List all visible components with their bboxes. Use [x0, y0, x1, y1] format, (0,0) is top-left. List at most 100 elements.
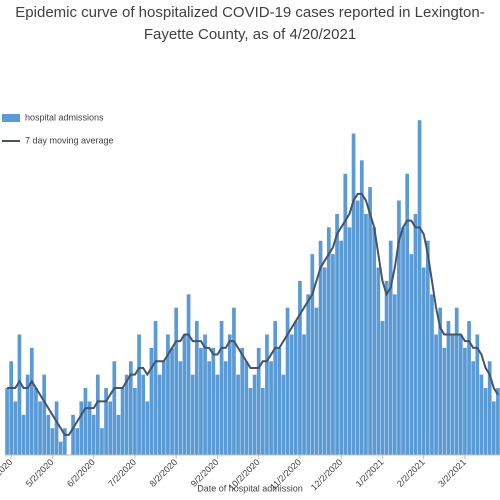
bar — [223, 361, 228, 455]
bar — [199, 347, 203, 455]
bar — [335, 213, 339, 455]
bar — [95, 374, 100, 455]
bar — [42, 374, 47, 455]
bar — [211, 347, 216, 455]
x-tick-label: 12/2/2020 — [309, 457, 344, 492]
bar — [157, 374, 162, 455]
bar — [215, 374, 220, 455]
bar — [446, 321, 451, 455]
bar — [46, 414, 51, 455]
bar — [442, 347, 447, 455]
bar — [145, 401, 150, 455]
bar — [91, 414, 96, 455]
bar — [458, 334, 463, 455]
bar — [166, 334, 170, 455]
bar — [450, 334, 455, 455]
bar — [182, 334, 187, 455]
bar — [467, 321, 471, 455]
bar — [174, 307, 179, 455]
bar — [273, 321, 278, 455]
bar — [219, 321, 224, 455]
bar — [483, 388, 488, 455]
bar — [227, 334, 232, 455]
bar — [236, 374, 240, 455]
bar — [75, 428, 80, 455]
bar — [232, 307, 236, 455]
x-tick-label: 7/2/2020 — [106, 457, 138, 489]
bar — [25, 374, 30, 455]
bar — [281, 374, 286, 455]
bar — [54, 401, 59, 455]
bar — [368, 187, 372, 455]
bar — [306, 294, 311, 455]
bar — [380, 321, 385, 455]
bar — [190, 374, 195, 455]
bar — [170, 347, 174, 455]
bar — [269, 361, 273, 455]
bar — [425, 240, 430, 455]
bar — [240, 347, 245, 455]
bar — [29, 347, 34, 455]
bar — [153, 321, 158, 455]
bar — [116, 414, 121, 455]
bar — [141, 374, 146, 455]
bar — [207, 361, 212, 455]
bar — [277, 347, 282, 455]
bar — [339, 240, 344, 455]
bar — [293, 321, 298, 455]
bar — [409, 254, 414, 455]
bar — [149, 347, 154, 455]
bar — [487, 361, 492, 455]
bar — [331, 254, 335, 455]
bar — [128, 361, 133, 455]
x-axis-title: Date of hospital admission — [197, 483, 303, 493]
bar — [343, 173, 348, 455]
bar — [17, 334, 22, 455]
bar — [289, 334, 294, 455]
bar — [302, 334, 306, 455]
bar — [285, 307, 290, 455]
bar — [252, 374, 257, 455]
bar — [248, 388, 253, 455]
bar — [298, 280, 302, 455]
bar — [112, 361, 117, 455]
bar — [326, 227, 331, 455]
bar — [5, 388, 9, 455]
bar — [133, 388, 137, 455]
bar — [256, 347, 261, 455]
bar — [401, 227, 405, 455]
legend-label: hospital admissions — [25, 112, 104, 122]
bar — [38, 401, 42, 455]
x-tick-label: 4/2/2020 — [0, 457, 14, 489]
bar — [21, 414, 26, 455]
bar — [178, 361, 183, 455]
bar — [194, 321, 199, 455]
bar — [372, 227, 377, 455]
bar — [318, 240, 323, 455]
bar — [388, 240, 393, 455]
bar — [50, 428, 55, 455]
bar — [137, 334, 141, 455]
bar — [124, 374, 129, 455]
bar — [322, 267, 327, 455]
bar — [405, 173, 410, 455]
bar — [13, 401, 18, 455]
chart-title: Epidemic curve of hospitalized COVID-19 … — [15, 4, 485, 43]
bar — [392, 294, 397, 455]
bar — [347, 227, 352, 455]
bar — [71, 414, 75, 455]
bar — [104, 388, 108, 455]
x-tick-label: 6/2/2020 — [65, 457, 97, 489]
bar — [421, 267, 426, 455]
bar — [376, 267, 381, 455]
bar — [244, 361, 249, 455]
bar — [417, 120, 422, 455]
bar — [108, 401, 113, 455]
bar — [413, 213, 418, 455]
bar — [310, 254, 315, 455]
bar — [79, 401, 84, 455]
bar — [438, 307, 443, 455]
bar — [454, 307, 459, 455]
